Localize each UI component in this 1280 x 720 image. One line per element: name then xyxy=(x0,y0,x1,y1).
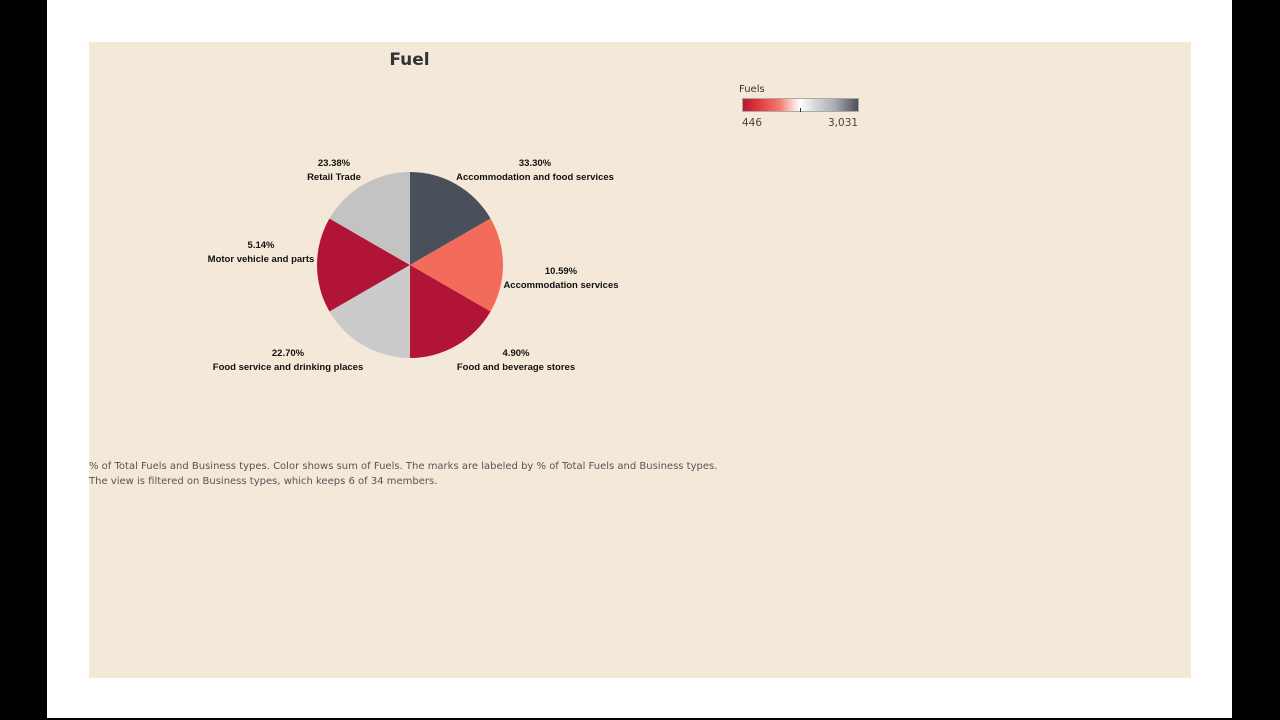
pie-slice-retail-trade[interactable] xyxy=(329,172,410,265)
legend-min-label: 446 xyxy=(742,117,763,129)
page: Fuel 33.30% Accommodation and food servic… xyxy=(47,0,1232,718)
pie-label-percent: 10.59% xyxy=(545,266,578,277)
caption-line-2: The view is filtered on Business types, … xyxy=(89,476,438,487)
pie-slice-food-service-and-drinking-places[interactable] xyxy=(329,265,410,358)
pie-label-percent: 33.30% xyxy=(519,158,552,169)
pie-chart: 33.30% Accommodation and food services 10.… xyxy=(208,158,619,373)
pie-slice-motor-vehicle-and-parts[interactable] xyxy=(317,218,410,312)
legend-title: Fuels xyxy=(739,84,765,95)
chart-caption: % of Total Fuels and Business types. Col… xyxy=(89,459,889,489)
pie-label-percent: 22.70% xyxy=(272,348,305,359)
dashboard-panel: Fuel 33.30% Accommodation and food servic… xyxy=(89,42,1191,678)
pie-label-category: Retail Trade xyxy=(307,172,361,183)
pie-labels: 33.30% Accommodation and food services 10.… xyxy=(208,158,619,373)
legend-gradient-bar[interactable] xyxy=(742,98,859,112)
legend-midpoint-tick xyxy=(800,108,801,112)
caption-line-1: % of Total Fuels and Business types. Col… xyxy=(89,461,718,472)
chart-title: Fuel xyxy=(389,50,430,70)
pie-slice-accommodation-and-food-services[interactable] xyxy=(410,172,491,265)
pie-label-percent: 4.90% xyxy=(503,348,530,359)
pie-slice-food-and-beverage-stores[interactable] xyxy=(410,265,491,358)
pie-label-category: Food and beverage stores xyxy=(457,362,575,373)
pie-slices xyxy=(317,172,503,358)
pie-label-category: Food service and drinking places xyxy=(213,362,363,373)
pie-slice-accommodation-services[interactable] xyxy=(410,218,503,312)
pie-label-category: Accommodation services xyxy=(503,280,618,291)
pie-label-category: Motor vehicle and parts xyxy=(208,254,315,265)
color-legend: Fuels 446 3,031 xyxy=(739,84,869,129)
pie-label-percent: 5.14% xyxy=(248,240,275,251)
pie-label-category: Accommodation and food services xyxy=(456,172,614,183)
pie-label-percent: 23.38% xyxy=(318,158,351,169)
legend-max-label: 3,031 xyxy=(828,117,859,129)
